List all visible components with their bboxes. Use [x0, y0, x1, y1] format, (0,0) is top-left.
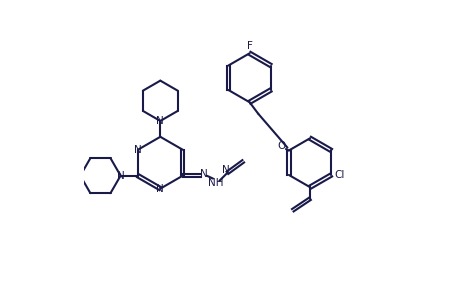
Text: N: N [116, 171, 124, 181]
Text: N: N [134, 145, 142, 155]
Text: N: N [156, 116, 164, 126]
Text: N: N [222, 165, 229, 175]
Text: NH: NH [207, 178, 223, 188]
Text: N: N [200, 169, 208, 179]
Text: N: N [156, 184, 164, 194]
Text: O: O [277, 141, 285, 151]
Text: F: F [246, 41, 252, 51]
Text: Cl: Cl [334, 170, 344, 180]
